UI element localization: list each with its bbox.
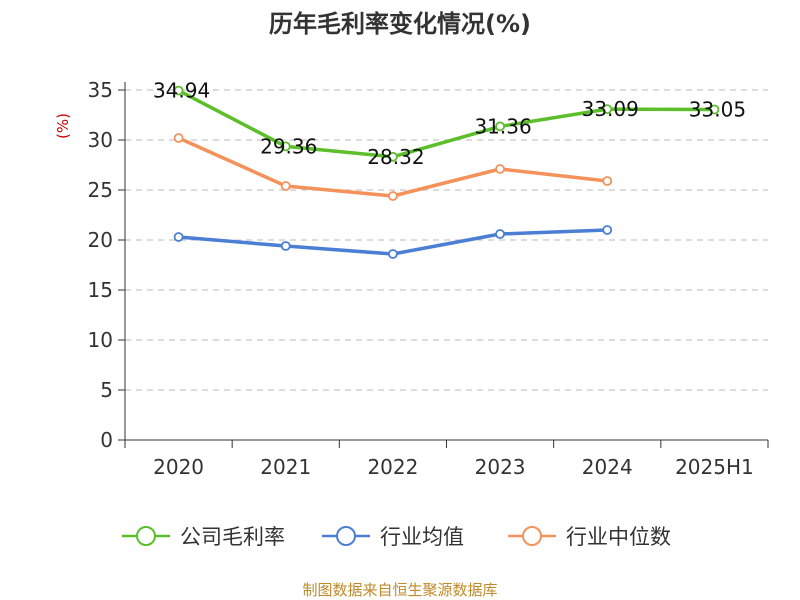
y-tick-label: 20 — [88, 228, 113, 252]
y-axis-label: (%) — [54, 113, 72, 139]
x-tick-label: 2021 — [260, 455, 311, 479]
data-point — [280, 141, 291, 152]
data-point — [388, 249, 398, 259]
y-tick-label: 15 — [88, 278, 113, 302]
data-label: 31.36 — [474, 114, 531, 138]
data-point — [173, 133, 184, 143]
data-point — [495, 164, 505, 174]
x-tick-labels: 2020 2021 2022 2023 2024 2025H1 — [153, 455, 754, 479]
data-point — [173, 232, 184, 242]
data-point — [602, 104, 613, 114]
y-tick-label: 10 — [88, 328, 113, 352]
axes — [118, 82, 769, 448]
legend-label: 行业均值 — [380, 525, 464, 549]
chart-title: 历年毛利率变化情况(%) — [269, 10, 531, 38]
data-point — [388, 151, 398, 162]
legend-label: 行业中位数 — [566, 525, 671, 549]
data-point — [173, 85, 184, 96]
data-point — [602, 176, 613, 186]
data-point — [495, 121, 505, 132]
legend-marker — [336, 526, 356, 546]
data-label: 33.05 — [689, 98, 746, 122]
data-point — [709, 104, 720, 115]
data-point — [280, 181, 291, 191]
data-label: 28.32 — [367, 145, 424, 169]
legend-marker — [136, 526, 156, 546]
y-tick-labels: 0 5 10 15 20 25 30 35 — [88, 78, 113, 452]
x-tick-label: 2020 — [153, 455, 204, 479]
data-point — [495, 229, 505, 239]
legend-label: 公司毛利率 — [180, 525, 285, 549]
x-tick-label: 2023 — [475, 455, 526, 479]
y-tick-label: 0 — [100, 428, 113, 452]
data-point — [602, 225, 613, 235]
legend-marker — [522, 526, 542, 546]
legend: 公司毛利率 行业均值 行业中位数 — [122, 525, 671, 549]
x-tick-label: 2025H1 — [675, 455, 754, 479]
y-tick-label: 30 — [88, 128, 113, 152]
data-labels: 34.94 29.36 28.32 31.36 33.09 33.05 — [153, 79, 746, 169]
y-tick-label: 5 — [100, 378, 113, 402]
data-point — [280, 241, 291, 251]
x-tick-label: 2022 — [367, 455, 418, 479]
x-tick-label: 2024 — [582, 455, 633, 479]
data-label: 34.94 — [153, 79, 210, 103]
data-label: 29.36 — [260, 134, 317, 158]
data-label: 33.09 — [582, 97, 639, 121]
data-point — [388, 191, 398, 201]
series-lines — [173, 85, 720, 259]
y-tick-label: 25 — [88, 178, 113, 202]
data-source-note: 制图数据来自恒生聚源数据库 — [302, 581, 497, 599]
y-tick-label: 35 — [88, 78, 113, 102]
series-line-0 — [176, 88, 717, 159]
